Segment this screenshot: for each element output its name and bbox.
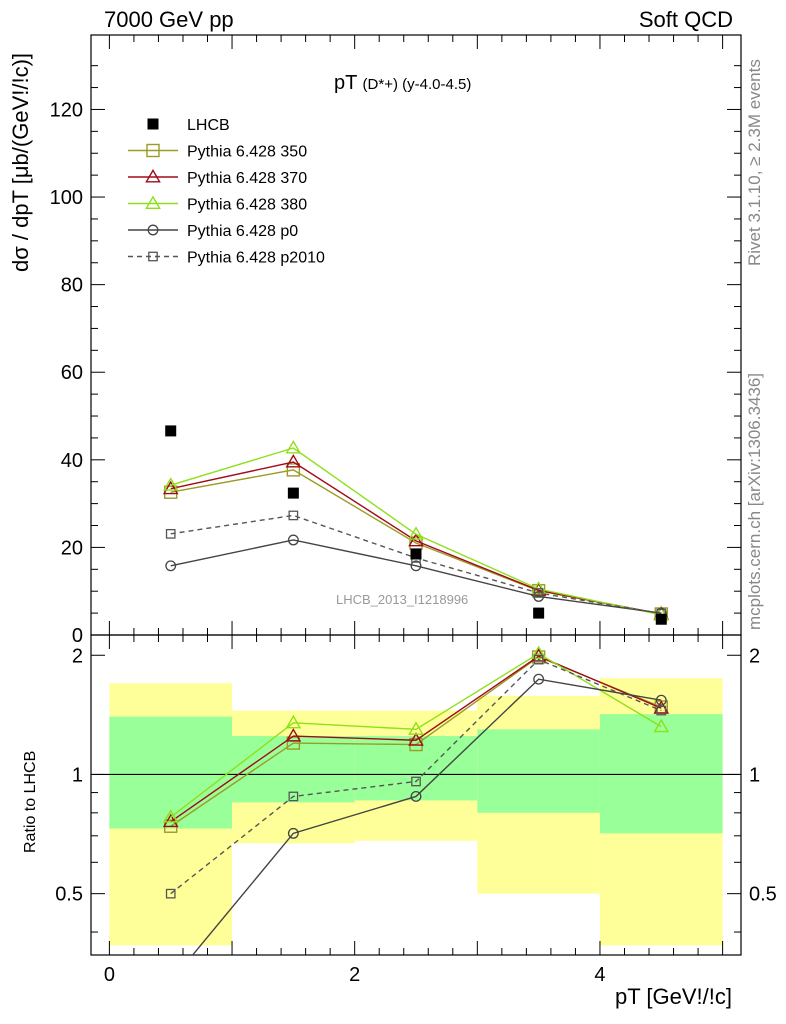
legend: LHCB Pythia 6.428 350 Pythia 6.428 370 Pyth… [128, 117, 325, 267]
main-series-lhcb-point [533, 607, 545, 619]
main-series-lhcb-point [165, 425, 177, 437]
main-series-py380-point [285, 439, 302, 454]
ratio-series-py380-point [530, 645, 547, 660]
main-plot-title: pT (D*+) (y-4.0-4.5) [334, 72, 471, 94]
main-series-py350-point [286, 463, 301, 477]
legend-marker-pyp2010 [148, 251, 158, 262]
legend-marker-pyp0 [147, 224, 159, 236]
legend-label-py370: Pythia 6.428 370 [187, 170, 307, 187]
ratio-y-tick-label: 0.5 [55, 884, 83, 906]
x-tick-label: 4 [594, 964, 605, 986]
ratio-series-py370-point [285, 728, 302, 742]
ratio-y-tick-label-right: 1 [749, 764, 760, 786]
main-plot-title-main: pT [334, 72, 357, 94]
main-y-tick-label: 20 [61, 537, 83, 559]
main-y-tick-label: 120 [50, 99, 83, 121]
ratio-series-pyp0-point [410, 790, 422, 802]
ratio-series-pyp2010-line [170, 658, 662, 895]
ratio-bands [109, 678, 723, 946]
ratio-series-pyp0-point [166, 977, 176, 987]
legend-label-lhcb: LHCB [187, 117, 230, 134]
ratio-y-tick-label-right: 2 [749, 645, 760, 667]
main-y-tick-label: 40 [61, 450, 83, 472]
ratio-series-pyp0-point [655, 694, 667, 706]
ratio-series-pyp2010 [165, 654, 667, 899]
ratio-y-tick-label-right: 0.5 [749, 884, 777, 906]
main-series-lhcb-point [410, 548, 422, 560]
x-axis-title: pT [GeV!/!c] [615, 984, 732, 1009]
main-series-pyp0-point [410, 560, 422, 572]
ratio-series-py380-point [285, 714, 302, 729]
ratio-y-tick-label: 2 [72, 645, 83, 667]
ratio-series-pyp2010-point [288, 791, 299, 802]
main-series-py380-line [170, 447, 662, 616]
analysis-watermark: LHCB_2013_I1218996 [336, 592, 468, 607]
main-y-tick-label: 0 [72, 625, 83, 647]
main-series-py370-point [162, 480, 179, 495]
main-series-py370-point [285, 454, 302, 468]
main-series-pyp0-line [170, 539, 662, 614]
legend-label-py380: Pythia 6.428 380 [187, 197, 307, 214]
ratio-series-pyp0-point [287, 827, 299, 839]
legend-marker-py350 [146, 143, 160, 158]
ratio-series-py370-point [162, 813, 179, 828]
ratio-series-pyp2010-point [165, 888, 176, 899]
main-series-py380-point [162, 477, 179, 491]
ratio-series-pyp0-point [533, 673, 545, 685]
main-y-tick-label: 80 [61, 275, 83, 297]
legend-marker-py370 [145, 169, 161, 183]
main-series-pyp0-point [165, 560, 177, 572]
legend-marker-py380 [145, 195, 161, 210]
main-y-tick-label: 100 [50, 187, 83, 209]
main-series-lhcb [165, 425, 667, 625]
ratio-series-py380 [162, 645, 670, 823]
legend-label-pyp2010: Pythia 6.428 p2010 [187, 250, 325, 267]
ratio-series-py380-point [408, 721, 424, 735]
ratio-series-py370-line [170, 655, 662, 823]
ratio-y-tick-label: 1 [72, 764, 83, 786]
main-series-lhcb-point [287, 487, 299, 499]
ratio-band-green [354, 736, 478, 801]
legend-label-pyp0: Pythia 6.428 p0 [187, 223, 298, 240]
category-label: Soft QCD [638, 7, 733, 32]
main-series-pyp0-point [287, 534, 299, 546]
ratio-series-pyp0 [166, 673, 667, 987]
legend-label-py350: Pythia 6.428 350 [187, 144, 307, 161]
ratio-band-green [599, 714, 723, 834]
ratio-series-py380-line [170, 652, 662, 818]
main-plot-title-sub: (D*+) (y-4.0-4.5) [363, 76, 472, 93]
x-tick-label: 2 [349, 964, 360, 986]
main-series-py370-point [408, 532, 424, 547]
main-series-pyp2010-point [533, 588, 544, 598]
ratio-series-pyp2010-point [411, 776, 421, 787]
ratio-series-py370-point [653, 700, 670, 714]
main-series-pyp2010-point [288, 510, 299, 521]
ratio-series-py380-point [162, 809, 179, 823]
ratio-series-pyp0-line [191, 678, 662, 955]
ratio-series-py380-point [653, 718, 670, 733]
ratio-band-green [477, 729, 600, 813]
main-series-lhcb-point [655, 613, 667, 625]
ratio-series-py370-point [408, 732, 424, 746]
ratio-series-pyp2010-point [656, 705, 667, 716]
main-plot: pT (D*+) (y-4.0-4.5) LHCB_2013_I1218996 … [50, 34, 742, 647]
energy-label: 7000 GeV pp [104, 7, 234, 32]
main-y-tick-label: 60 [61, 362, 83, 384]
main-series-pyp2010-point [165, 528, 176, 539]
ratio-series-pyp2010-point [533, 654, 544, 665]
x-tick-label: 0 [104, 964, 115, 986]
legend-marker-lhcb [147, 118, 159, 130]
ratio-plot-frame [90, 634, 742, 956]
ratio-band-green [232, 736, 355, 803]
main-series-py380-point [408, 526, 424, 540]
ratio-plot: 0 2 4 0.5 0.5 1 1 2 2 [55, 634, 777, 987]
ratio-series-py350-point [286, 736, 301, 750]
